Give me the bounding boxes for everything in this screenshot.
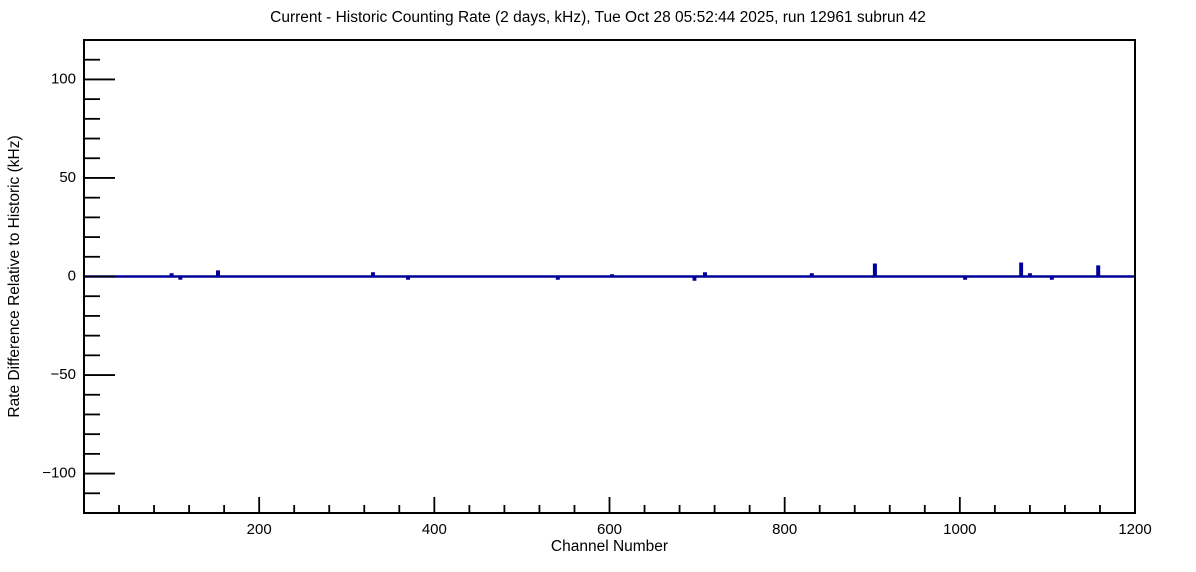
data-series-line	[84, 262, 1135, 281]
y-axis-title: Rate Difference Relative to Historic (kH…	[6, 135, 23, 418]
plot-frame	[83, 39, 1136, 514]
y-tick-label: −100	[42, 465, 76, 482]
y-tick-label: 0	[68, 267, 76, 284]
x-tick-label: 200	[247, 521, 272, 538]
x-tick-label: 1000	[943, 521, 976, 538]
y-tick-label: −50	[51, 366, 76, 383]
x-tick-label: 400	[422, 521, 447, 538]
x-axis-title: Channel Number	[550, 538, 669, 555]
x-tick-label: 1200	[1118, 521, 1151, 538]
x-tick-label: 800	[772, 521, 797, 538]
y-tick-label: 100	[51, 70, 76, 87]
x-tick-label: 600	[597, 521, 622, 538]
chart-title: Current - Historic Counting Rate (2 days…	[270, 9, 926, 26]
y-tick-label: 50	[59, 169, 76, 186]
